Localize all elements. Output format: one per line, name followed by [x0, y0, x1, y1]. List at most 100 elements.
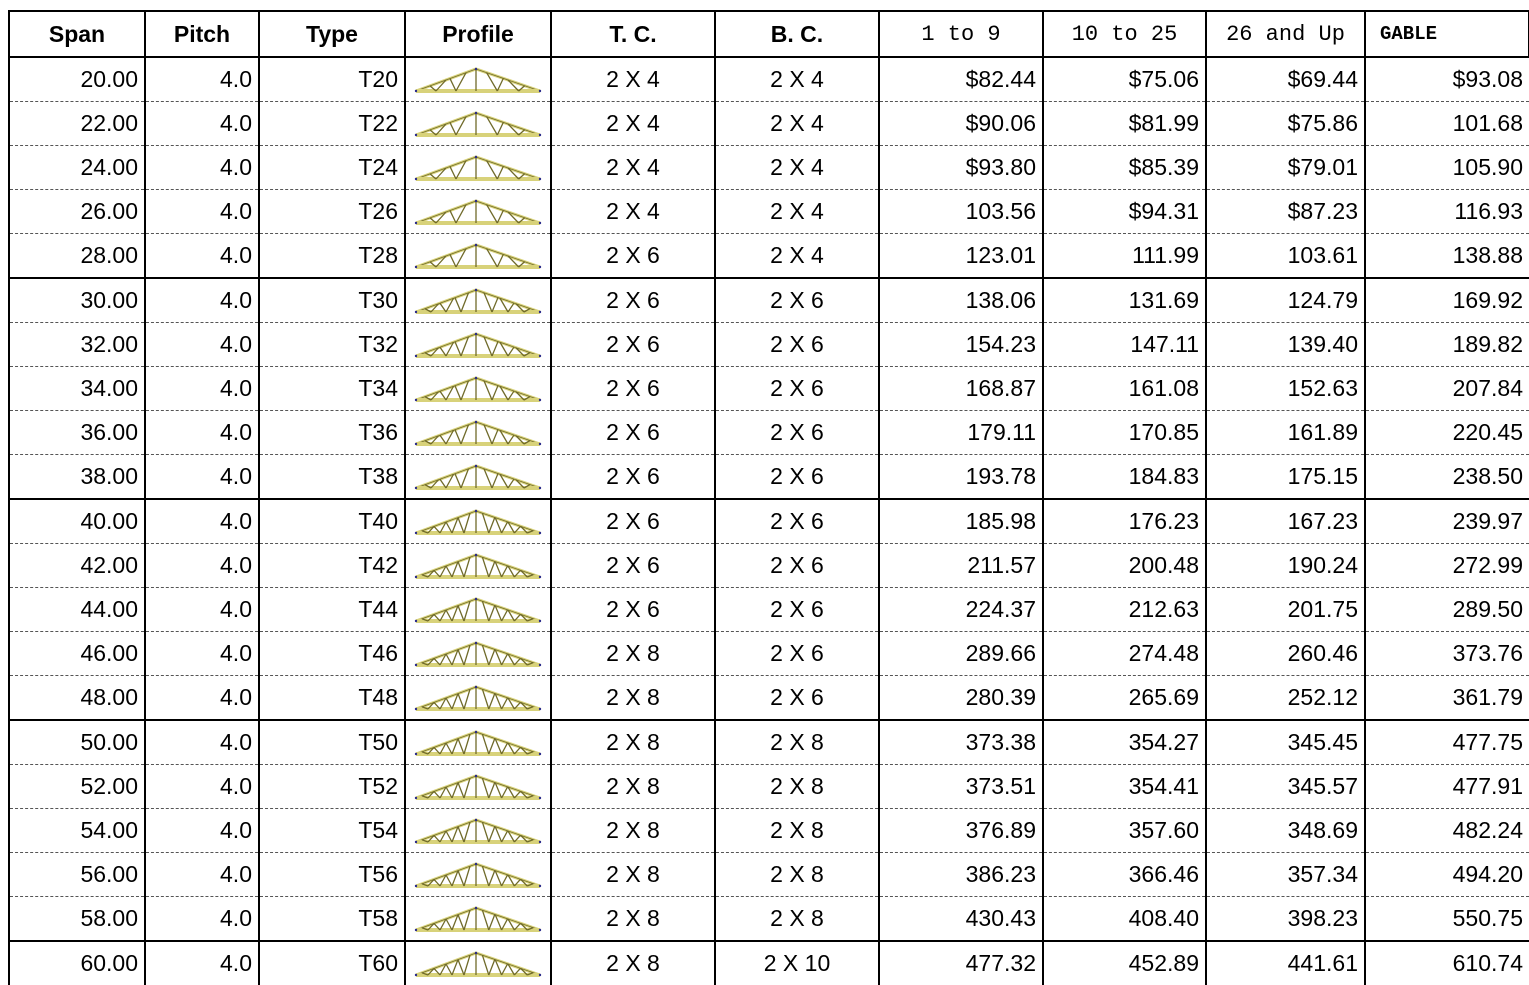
span-cell: 26.00 — [8, 189, 146, 234]
bottom-chord-cell: 2 X 6 — [714, 410, 880, 455]
profile-cell — [404, 499, 552, 544]
profile-cell — [404, 322, 552, 367]
price-1-to-9-cell: 430.43 — [878, 896, 1044, 942]
top-chord-cell: 2 X 8 — [550, 764, 716, 809]
profile-cell — [404, 808, 552, 853]
price-1-to-9-cell: 477.32 — [878, 941, 1044, 985]
profile-cell — [404, 366, 552, 411]
pitch-cell: 4.0 — [144, 57, 260, 102]
span-cell: 44.00 — [8, 587, 146, 632]
gable-cell: 189.82 — [1364, 322, 1529, 367]
price-1-to-9-cell: 376.89 — [878, 808, 1044, 853]
pitch-cell: 4.0 — [144, 410, 260, 455]
price-10-to-25-cell: 212.63 — [1042, 587, 1207, 632]
price-1-to-9-cell: 373.51 — [878, 764, 1044, 809]
profile-cell — [404, 278, 552, 323]
pitch-cell: 4.0 — [144, 101, 260, 146]
type-cell: T40 — [258, 499, 406, 544]
type-cell: T58 — [258, 896, 406, 942]
price-10-to-25-cell: 200.48 — [1042, 543, 1207, 588]
profile-cell — [404, 410, 552, 455]
price-26-and-up-cell: $69.44 — [1205, 57, 1366, 102]
pitch-cell: 4.0 — [144, 322, 260, 367]
pitch-cell: 4.0 — [144, 587, 260, 632]
gable-cell: 138.88 — [1364, 233, 1529, 279]
top-chord-cell: 2 X 4 — [550, 189, 716, 234]
top-chord-cell: 2 X 4 — [550, 145, 716, 190]
bottom-chord-cell: 2 X 6 — [714, 322, 880, 367]
truss-profile-icon — [414, 463, 542, 490]
price-26-and-up-cell: 345.45 — [1205, 720, 1366, 765]
bottom-chord-cell: 2 X 4 — [714, 57, 880, 102]
top-chord-cell: 2 X 6 — [550, 366, 716, 411]
truss-profile-icon — [414, 729, 542, 756]
price-1-to-9-cell: 103.56 — [878, 189, 1044, 234]
price-1-to-9-cell: 179.11 — [878, 410, 1044, 455]
top-chord-cell: 2 X 6 — [550, 278, 716, 323]
type-cell: T20 — [258, 57, 406, 102]
profile-cell — [404, 587, 552, 632]
price-1-to-9-cell: 193.78 — [878, 454, 1044, 500]
truss-price-table: Span Pitch Type Profile T. C. B. C. 1 to… — [8, 10, 1529, 985]
pitch-cell: 4.0 — [144, 675, 260, 721]
truss-profile-icon — [414, 66, 542, 93]
profile-cell — [404, 145, 552, 190]
type-cell: T52 — [258, 764, 406, 809]
price-26-and-up-cell: 103.61 — [1205, 233, 1366, 279]
price-1-to-9-cell: 154.23 — [878, 322, 1044, 367]
truss-profile-icon — [414, 640, 542, 667]
type-cell: T44 — [258, 587, 406, 632]
header-pitch: Pitch — [144, 10, 260, 58]
pitch-cell: 4.0 — [144, 543, 260, 588]
price-10-to-25-cell: 161.08 — [1042, 366, 1207, 411]
profile-cell — [404, 101, 552, 146]
span-cell: 56.00 — [8, 852, 146, 897]
header-gable: GABLE — [1364, 10, 1529, 58]
type-cell: T38 — [258, 454, 406, 500]
top-chord-cell: 2 X 6 — [550, 543, 716, 588]
type-cell: T26 — [258, 189, 406, 234]
price-10-to-25-cell: 452.89 — [1042, 941, 1207, 985]
price-1-to-9-cell: $82.44 — [878, 57, 1044, 102]
type-cell: T56 — [258, 852, 406, 897]
bottom-chord-cell: 2 X 8 — [714, 852, 880, 897]
bottom-chord-cell: 2 X 8 — [714, 896, 880, 942]
truss-profile-icon — [414, 817, 542, 844]
price-10-to-25-cell: 366.46 — [1042, 852, 1207, 897]
type-cell: T42 — [258, 543, 406, 588]
price-10-to-25-cell: 176.23 — [1042, 499, 1207, 544]
price-1-to-9-cell: 211.57 — [878, 543, 1044, 588]
gable-cell: 207.84 — [1364, 366, 1529, 411]
price-26-and-up-cell: 139.40 — [1205, 322, 1366, 367]
bottom-chord-cell: 2 X 8 — [714, 720, 880, 765]
price-10-to-25-cell: 354.41 — [1042, 764, 1207, 809]
top-chord-cell: 2 X 6 — [550, 587, 716, 632]
top-chord-cell: 2 X 8 — [550, 720, 716, 765]
pitch-cell: 4.0 — [144, 454, 260, 500]
span-cell: 50.00 — [8, 720, 146, 765]
pitch-cell: 4.0 — [144, 808, 260, 853]
price-26-and-up-cell: 357.34 — [1205, 852, 1366, 897]
price-1-to-9-cell: 224.37 — [878, 587, 1044, 632]
profile-cell — [404, 631, 552, 676]
price-26-and-up-cell: $75.86 — [1205, 101, 1366, 146]
pitch-cell: 4.0 — [144, 720, 260, 765]
bottom-chord-cell: 2 X 4 — [714, 145, 880, 190]
bottom-chord-cell: 2 X 4 — [714, 101, 880, 146]
profile-cell — [404, 941, 552, 985]
price-26-and-up-cell: 252.12 — [1205, 675, 1366, 721]
profile-cell — [404, 233, 552, 279]
pitch-cell: 4.0 — [144, 896, 260, 942]
span-cell: 48.00 — [8, 675, 146, 721]
truss-profile-icon — [414, 773, 542, 800]
span-cell: 52.00 — [8, 764, 146, 809]
gable-cell: 610.74 — [1364, 941, 1529, 985]
top-chord-cell: 2 X 4 — [550, 101, 716, 146]
price-10-to-25-cell: 265.69 — [1042, 675, 1207, 721]
type-cell: T48 — [258, 675, 406, 721]
price-26-and-up-cell: $79.01 — [1205, 145, 1366, 190]
